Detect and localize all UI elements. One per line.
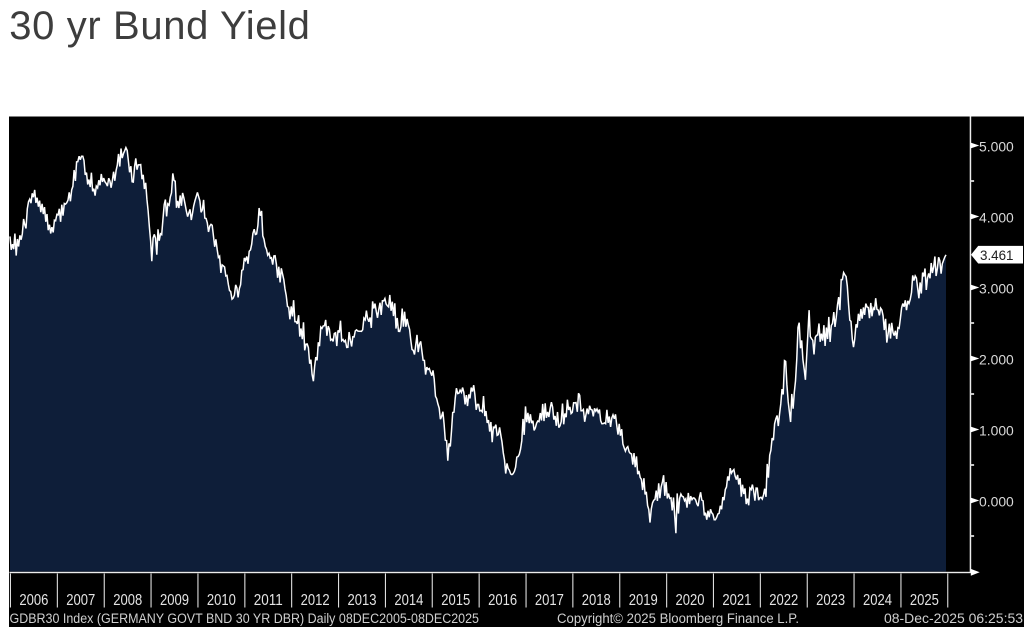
svg-text:4.000: 4.000 [979,210,1014,226]
svg-text:3.000: 3.000 [979,281,1014,297]
svg-text:30 yr Bund Yield: 30 yr Bund Yield [9,4,310,48]
svg-text:2022: 2022 [769,592,798,609]
svg-text:GDBR30 Index (GERMANY GOVT BND: GDBR30 Index (GERMANY GOVT BND 30 YR DBR… [10,611,480,626]
svg-text:0.000: 0.000 [979,494,1014,510]
svg-text:5.000: 5.000 [979,139,1014,155]
svg-text:2016: 2016 [488,592,517,609]
svg-text:2021: 2021 [722,592,751,609]
svg-text:2013: 2013 [348,592,377,609]
svg-text:2020: 2020 [676,592,705,609]
svg-text:2024: 2024 [863,592,892,609]
svg-text:2008: 2008 [113,592,142,609]
svg-text:2025: 2025 [910,592,939,609]
svg-text:2023: 2023 [816,592,845,609]
svg-text:Copyright© 2025 Bloomberg Fina: Copyright© 2025 Bloomberg Finance L.P. [557,611,799,626]
svg-text:2017: 2017 [535,592,564,609]
svg-text:08-Dec-2025 06:25:53: 08-Dec-2025 06:25:53 [884,611,1023,626]
svg-text:2.000: 2.000 [979,352,1014,368]
svg-text:2006: 2006 [19,592,48,609]
svg-text:1.000: 1.000 [979,423,1014,439]
svg-text:2014: 2014 [394,592,423,609]
svg-text:2007: 2007 [66,592,95,609]
svg-text:2011: 2011 [254,592,283,609]
svg-text:2019: 2019 [629,592,658,609]
svg-text:2012: 2012 [301,592,330,609]
svg-text:3.461: 3.461 [980,248,1014,263]
svg-text:2009: 2009 [160,592,189,609]
svg-text:2018: 2018 [582,592,611,609]
svg-text:2010: 2010 [207,592,236,609]
svg-text:2015: 2015 [441,592,470,609]
